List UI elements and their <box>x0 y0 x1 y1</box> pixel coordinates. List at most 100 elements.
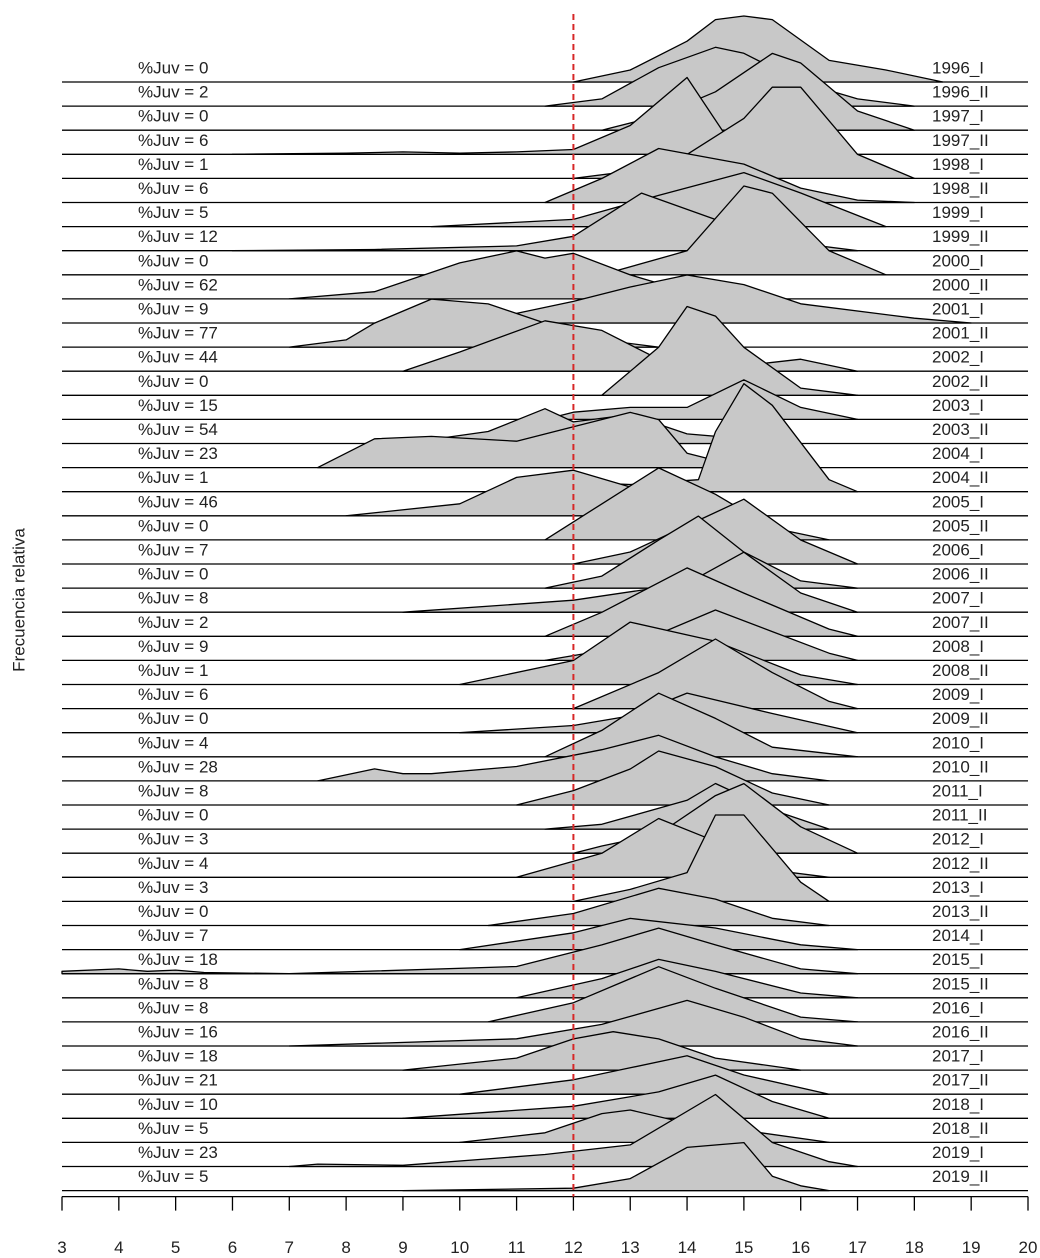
period-label: 1999_I <box>932 203 984 222</box>
juv-label: %Juv = 4 <box>138 854 208 873</box>
juv-label: %Juv = 8 <box>138 589 208 608</box>
juv-label: %Juv = 16 <box>138 1022 218 1041</box>
period-label: 2012_II <box>932 854 989 873</box>
x-tick-label: 4 <box>114 1238 123 1253</box>
juv-label: %Juv = 7 <box>138 540 208 559</box>
juv-label: %Juv = 0 <box>138 372 208 391</box>
period-label: 2008_II <box>932 661 989 680</box>
period-label: 2001_I <box>932 299 984 318</box>
juv-label: %Juv = 0 <box>138 516 208 535</box>
juv-label: %Juv = 3 <box>138 830 208 849</box>
juv-label: %Juv = 21 <box>138 1071 218 1090</box>
x-tick-label: 17 <box>848 1238 867 1253</box>
period-label: 2006_I <box>932 540 984 559</box>
x-tick-label: 7 <box>285 1238 294 1253</box>
x-tick-label: 11 <box>508 1238 526 1253</box>
period-label: 2014_I <box>932 926 984 945</box>
juv-label: %Juv = 4 <box>138 733 208 752</box>
juv-label: %Juv = 54 <box>138 420 218 439</box>
ridge <box>544 147 916 204</box>
x-tick-label: 10 <box>450 1238 469 1253</box>
period-label: 2011_II <box>932 806 987 825</box>
juv-label: %Juv = 2 <box>138 83 208 102</box>
x-tick-label: 15 <box>734 1238 753 1253</box>
period-label: 1997_II <box>932 131 989 150</box>
x-tick-label: 18 <box>905 1238 924 1253</box>
juv-label: %Juv = 6 <box>138 685 208 704</box>
juv-label: %Juv = 28 <box>138 757 218 776</box>
period-label: 2017_I <box>932 1047 984 1066</box>
juv-label: %Juv = 0 <box>138 251 208 270</box>
juv-label: %Juv = 10 <box>138 1095 218 1114</box>
juv-label: %Juv = 0 <box>138 58 208 77</box>
period-label: 1996_II <box>932 83 989 102</box>
period-label: 2003_I <box>932 396 984 415</box>
juv-label: %Juv = 18 <box>138 1047 218 1066</box>
period-label: 2000_II <box>932 275 989 294</box>
ridge <box>402 1141 830 1192</box>
juv-label: %Juv = 44 <box>138 348 218 367</box>
ridge <box>544 379 859 421</box>
juv-label: %Juv = 3 <box>138 878 208 897</box>
period-label: 2005_I <box>932 492 984 511</box>
period-label: 2010_II <box>932 757 989 776</box>
juv-label: %Juv = 0 <box>138 709 208 728</box>
juv-label: %Juv = 62 <box>138 275 218 294</box>
period-label: 2009_I <box>932 685 984 704</box>
x-tick-label: 14 <box>678 1238 697 1253</box>
period-label: 2004_I <box>932 444 984 463</box>
period-label: 2003_II <box>932 420 989 439</box>
period-label: 2002_I <box>932 348 984 367</box>
ridge <box>288 999 859 1047</box>
juv-label: %Juv = 0 <box>138 902 208 921</box>
ridge <box>487 966 859 1023</box>
juv-label: %Juv = 2 <box>138 613 208 632</box>
juv-label: %Juv = 18 <box>138 950 218 969</box>
period-label: 1998_II <box>932 179 989 198</box>
period-label: 2019_II <box>932 1167 989 1186</box>
x-tick-label: 3 <box>57 1238 66 1253</box>
juv-label: %Juv = 8 <box>138 998 208 1017</box>
period-label: 2016_II <box>932 1022 989 1041</box>
period-label: 2017_II <box>932 1071 989 1090</box>
juv-label: %Juv = 5 <box>138 1119 208 1138</box>
ridge <box>572 814 830 903</box>
period-label: 1996_I <box>932 58 984 77</box>
juv-label: %Juv = 8 <box>138 974 208 993</box>
ridge <box>544 515 859 589</box>
period-label: 2001_II <box>932 324 989 343</box>
juv-label: %Juv = 23 <box>138 1143 218 1162</box>
juv-label: %Juv = 15 <box>138 396 218 415</box>
ridge <box>231 76 739 155</box>
period-label: 2015_II <box>932 974 989 993</box>
x-tick-label: 5 <box>171 1238 180 1253</box>
ridge <box>544 567 859 637</box>
period-label: 2016_I <box>932 998 984 1017</box>
juv-label: %Juv = 5 <box>138 203 208 222</box>
juv-label: %Juv = 7 <box>138 926 208 945</box>
period-label: 2005_II <box>932 516 989 535</box>
period-label: 2006_II <box>932 565 989 584</box>
juv-label: %Juv = 8 <box>138 781 208 800</box>
period-label: 2000_I <box>932 251 984 270</box>
juv-label: %Juv = 23 <box>138 444 218 463</box>
x-tick-label: 16 <box>791 1238 810 1253</box>
x-tick-label: 19 <box>962 1238 981 1253</box>
period-label: 2002_II <box>932 372 989 391</box>
period-label: 2012_I <box>932 830 984 849</box>
ridge <box>544 692 859 758</box>
ridge <box>601 305 859 396</box>
period-label: 2013_I <box>932 878 984 897</box>
juv-label: %Juv = 77 <box>138 324 218 343</box>
x-tick-label: 6 <box>228 1238 237 1253</box>
juv-label: %Juv = 6 <box>138 179 208 198</box>
period-label: 2019_I <box>932 1143 984 1162</box>
ridge <box>572 638 859 710</box>
period-label: 1998_I <box>932 155 984 174</box>
juv-label: %Juv = 1 <box>138 468 208 487</box>
juv-label: %Juv = 5 <box>138 1167 208 1186</box>
juv-label: %Juv = 9 <box>138 299 208 318</box>
juv-label: %Juv = 0 <box>138 107 208 126</box>
y-axis-label: Frecuencia relativa <box>9 528 28 672</box>
period-label: 2015_I <box>932 950 984 969</box>
